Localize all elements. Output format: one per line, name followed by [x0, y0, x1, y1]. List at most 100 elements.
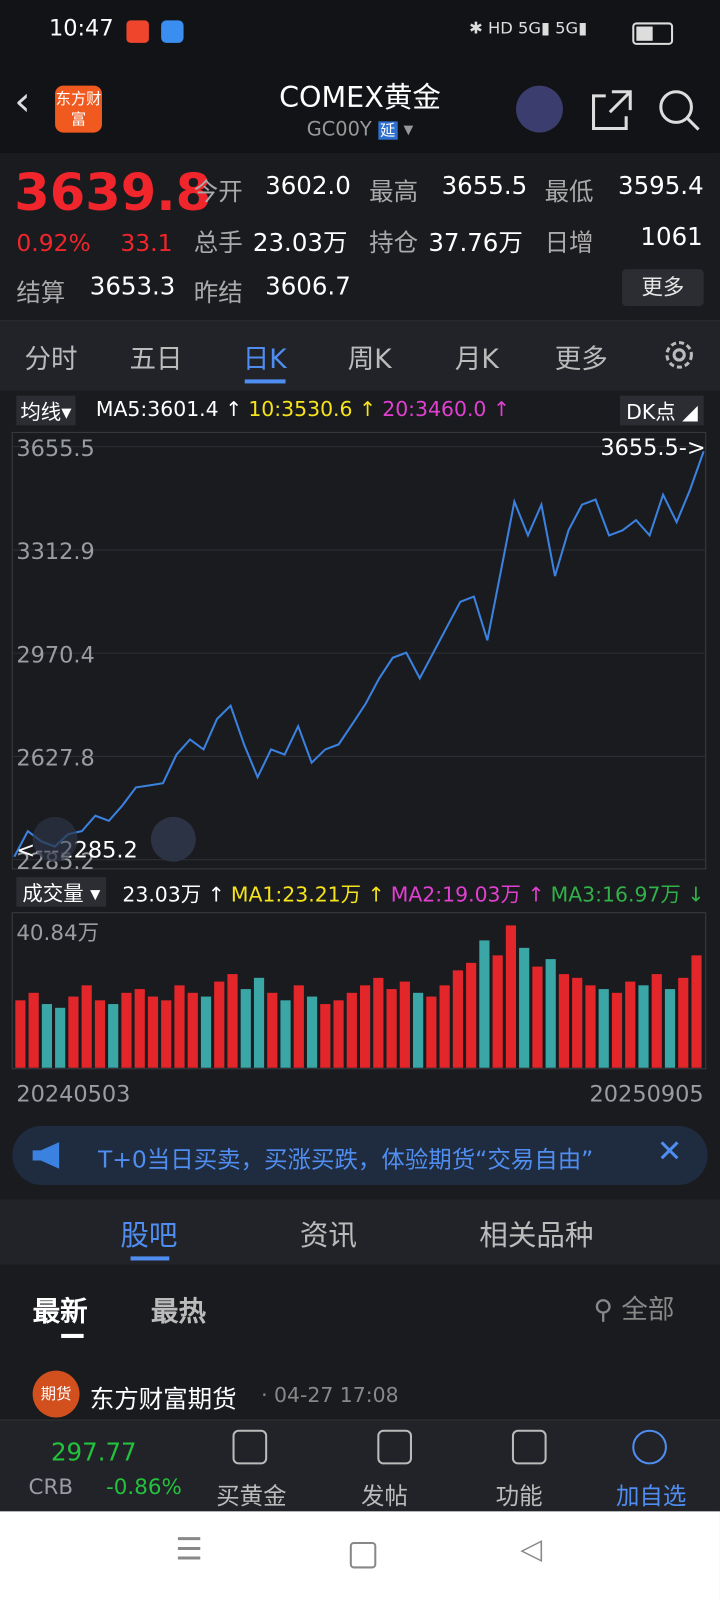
ma-legend: MA5:3601.4 ↑ 10:3530.6 ↑ 20:3460.0 ↑ — [96, 397, 516, 421]
volume-max-label: 40.84万 — [16, 921, 99, 946]
field-value: 3653.3 — [89, 272, 176, 301]
collapse-button — [32, 816, 78, 862]
bottom-item[interactable]: 加自选 — [615, 1483, 687, 1511]
volume-bar — [638, 985, 649, 1068]
logo: 东方财富 — [55, 85, 102, 133]
avatar: 期货 — [32, 1370, 80, 1418]
ma-item: MA5:3601.4 ↑ — [95, 396, 243, 422]
ticker-value: 297.77 — [50, 1437, 137, 1467]
volume-bar — [373, 977, 384, 1068]
volume-bar — [15, 1000, 26, 1068]
expand-button[interactable] — [150, 816, 196, 862]
volume-bar — [452, 970, 463, 1068]
bottom-icon[interactable] — [232, 1429, 268, 1465]
author[interactable]: 东方财富期货 — [89, 1384, 237, 1414]
ticker-change: -0.86% — [106, 1474, 182, 1500]
nav-bar — [0, 1511, 720, 1600]
volume-bar — [386, 989, 397, 1068]
volume-bar — [492, 955, 503, 1068]
content-tab[interactable]: 相关品种 — [479, 1218, 594, 1253]
bottom-icon[interactable] — [632, 1429, 667, 1465]
y-tick-label: 2970.4 — [16, 642, 94, 668]
volume-bar — [479, 940, 490, 1068]
nav-menu[interactable]: ☰ — [175, 1531, 203, 1568]
volume-bar — [68, 996, 79, 1068]
search-icon[interactable] — [657, 88, 702, 133]
battery — [632, 22, 674, 45]
volume-item: MA3:16.97万 ↓ — [550, 882, 705, 907]
volume-selector[interactable]: 成交量 ▾ — [16, 877, 107, 907]
code: GC00Y 延 ▾ — [306, 118, 414, 141]
nav-back[interactable]: ◁ — [520, 1531, 543, 1566]
y-tick-label: 3655.5 — [16, 436, 94, 462]
volume-bar — [558, 974, 570, 1068]
volume-bar — [280, 1000, 291, 1068]
period-tab[interactable]: 周K — [347, 344, 392, 376]
more-button[interactable]: 更多 — [622, 269, 704, 306]
app-icon — [126, 20, 149, 43]
volume-bar — [41, 1004, 53, 1068]
feed-tab[interactable]: 最热 — [150, 1296, 206, 1328]
content-tab[interactable]: 资讯 — [299, 1218, 357, 1253]
volume-bar — [439, 985, 450, 1068]
chart: 3655.53312.92970.42627.82285.23655.5-><-… — [11, 431, 707, 1107]
field-value: 1061 — [640, 222, 703, 251]
volume-bar — [121, 992, 132, 1068]
nav-home[interactable] — [349, 1541, 377, 1569]
volume-bar — [200, 996, 212, 1068]
max-label: 3655.5-> — [600, 435, 705, 461]
period-bar — [0, 320, 720, 391]
field-value: 3602.0 — [265, 171, 351, 200]
volume-legend: 23.03万 ↑ MA1:23.21万 ↑ MA2:19.03万 ↑ MA3:16.9… — [122, 878, 710, 908]
content-tab-bar — [0, 1199, 720, 1265]
ticker-name: CRB — [28, 1474, 74, 1500]
robot-icon[interactable] — [516, 85, 563, 133]
volume-bar — [320, 1004, 331, 1068]
dk-button[interactable]: DK点 ◢ — [620, 395, 704, 426]
volume-bar — [585, 985, 596, 1068]
banner-close[interactable]: ✕ — [656, 1134, 683, 1170]
volume-bar — [611, 992, 623, 1068]
volume-bar — [147, 996, 159, 1068]
banner[interactable] — [12, 1125, 708, 1186]
period-tab[interactable]: 日K — [242, 344, 287, 376]
field-label: 日增 — [544, 228, 594, 257]
feed-tab[interactable]: 最新 — [32, 1296, 88, 1328]
volume-bar — [413, 992, 424, 1068]
period-tab[interactable]: 五日 — [129, 344, 183, 376]
filter[interactable]: ⚲ 全部 — [593, 1295, 675, 1326]
bottom-icon[interactable] — [377, 1429, 412, 1465]
period-tab[interactable]: 分时 — [24, 344, 78, 376]
field-value: 37.76万 — [428, 228, 523, 257]
title: COMEX黄金 — [279, 80, 441, 115]
field-label: 持仓 — [369, 228, 419, 257]
share-icon[interactable] — [589, 88, 634, 133]
content-tab[interactable]: 股吧 — [120, 1218, 178, 1253]
volume-bar — [253, 977, 265, 1068]
volume-bar — [651, 974, 662, 1068]
volume-bar — [28, 992, 39, 1068]
field-label: 今开 — [193, 177, 243, 206]
field-value: 3655.5 — [441, 171, 528, 200]
bottom-item[interactable]: 买黄金 — [216, 1483, 287, 1511]
ma-selector-text: 均线 — [20, 399, 62, 425]
settings-icon[interactable] — [661, 337, 698, 374]
period-tab[interactable]: 更多 — [554, 344, 608, 376]
field-label: 最低 — [544, 177, 594, 206]
bottom-icon[interactable] — [511, 1429, 547, 1465]
ma-selector[interactable]: 均线▾ — [16, 395, 76, 426]
y-tick-label: 2627.8 — [16, 746, 94, 772]
period-tab[interactable]: 月K — [454, 344, 499, 376]
volume-bar — [505, 925, 517, 1068]
volume-bar — [161, 1000, 172, 1068]
bottom-item[interactable]: 发帖 — [361, 1483, 408, 1511]
volume-bar — [532, 966, 543, 1068]
x-label-start: 20240503 — [16, 1081, 130, 1107]
volume-frame — [11, 912, 707, 1070]
volume-bar — [664, 989, 676, 1068]
back-button[interactable]: ‹ — [14, 78, 31, 126]
bottom-item[interactable]: 功能 — [495, 1483, 543, 1511]
volume-item: MA1:23.21万 ↑ — [230, 882, 385, 907]
last-price: 3639.8 — [14, 163, 212, 223]
